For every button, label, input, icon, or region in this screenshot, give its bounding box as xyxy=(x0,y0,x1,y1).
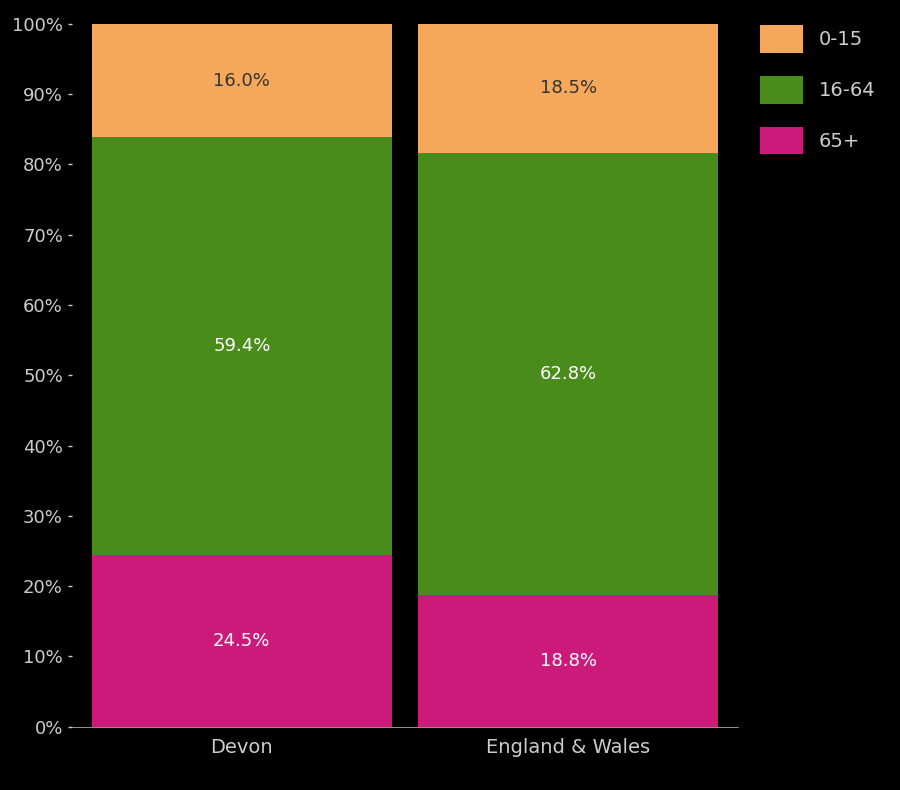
Text: 16.0%: 16.0% xyxy=(213,72,270,89)
Text: 59.4%: 59.4% xyxy=(213,337,271,355)
Bar xyxy=(92,137,392,555)
Text: 62.8%: 62.8% xyxy=(540,365,597,383)
Legend: 0-15, 16-64, 65+: 0-15, 16-64, 65+ xyxy=(754,20,881,160)
Text: 18.8%: 18.8% xyxy=(540,652,597,670)
Bar xyxy=(418,595,718,727)
Bar xyxy=(418,23,718,153)
Bar xyxy=(92,555,392,727)
Text: 24.5%: 24.5% xyxy=(213,632,271,649)
Bar xyxy=(418,153,718,595)
Text: 18.5%: 18.5% xyxy=(540,79,597,97)
Bar xyxy=(92,24,392,137)
